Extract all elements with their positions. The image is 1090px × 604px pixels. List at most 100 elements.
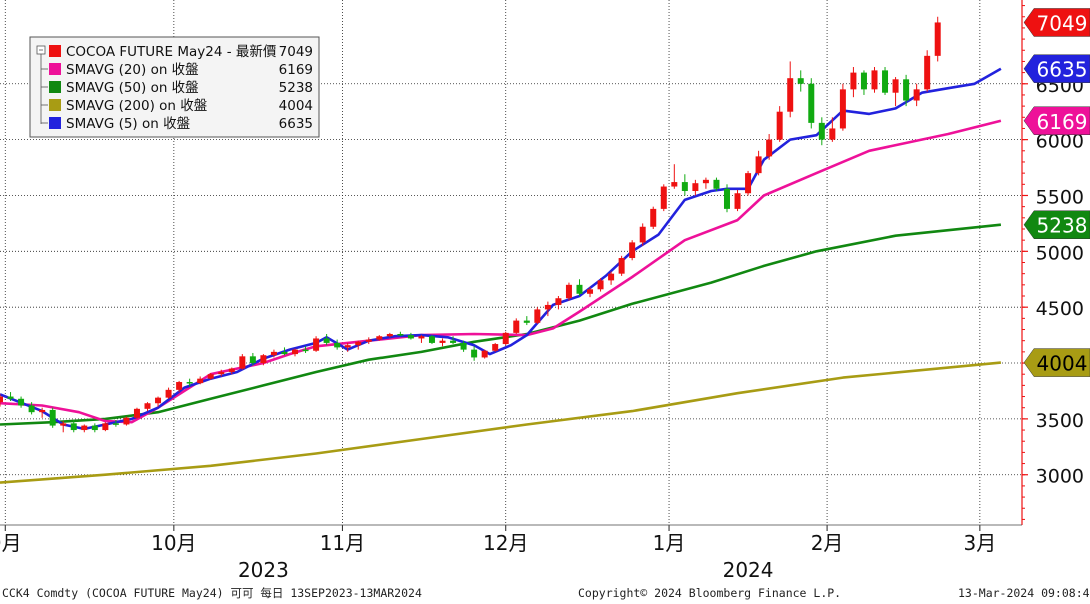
candle-body (629, 242, 636, 259)
price-tick-label: 3000 (1036, 466, 1084, 488)
candle-body (766, 139, 773, 157)
candle-body (418, 336, 425, 339)
candle-body (28, 405, 35, 413)
candle-body (281, 351, 288, 355)
candle-body (302, 349, 309, 352)
candlesticks (0, 16, 941, 433)
candle-body (355, 341, 362, 346)
candle-body (745, 173, 752, 194)
series-line (0, 361, 1002, 484)
candle-body (439, 340, 446, 343)
candle-body (270, 351, 277, 356)
candle-body (913, 89, 920, 101)
candle-body (471, 349, 478, 358)
candle-body (808, 83, 815, 123)
month-label: 12月 (483, 531, 528, 555)
legend-label: SMAVG (50) on 收盤 (66, 80, 199, 96)
candle-body (776, 111, 783, 140)
legend-label: COCOA FUTURE May24 - 最新價 (66, 44, 277, 60)
legend-value: 4004 (279, 98, 313, 114)
month-label: 1月 (653, 531, 686, 555)
candle-body (903, 79, 910, 101)
value-tag (1023, 348, 1090, 377)
month-label: 9月 (0, 531, 22, 555)
value-tag-label: 7049 (1037, 11, 1088, 35)
candle-body (650, 208, 657, 227)
legend-background (29, 36, 320, 138)
value-tag-label: 5238 (1037, 214, 1088, 238)
candle-body (492, 344, 499, 351)
candle-body (49, 409, 56, 426)
legend-swatch (49, 45, 61, 57)
series-line (0, 223, 1002, 426)
candle-body (681, 182, 688, 192)
value-tag (1023, 54, 1090, 83)
legend-label: SMAVG (5) on 收盤 (66, 116, 191, 132)
legend-value: 7049 (279, 44, 313, 60)
candle-body (576, 284, 583, 294)
candle-body (165, 389, 172, 398)
last-value-tags: 7049 6635 6169 5238 4004 (1023, 8, 1090, 377)
candle-body (481, 350, 488, 358)
candle-body (334, 342, 341, 348)
candle-body (829, 128, 836, 140)
candle-body (176, 382, 183, 390)
month-label: 11月 (320, 531, 365, 555)
candle-body (0, 396, 3, 403)
candle-body (155, 397, 162, 404)
legend-value: 6635 (279, 116, 313, 132)
candle-body (197, 378, 204, 384)
candle-body (818, 122, 825, 140)
legend-swatch (49, 117, 61, 129)
candle-body (112, 423, 119, 425)
value-tag-label: 4004 (1037, 352, 1088, 376)
candle-body (450, 340, 457, 343)
legend-value: 5238 (279, 80, 313, 96)
candle-body (144, 403, 151, 409)
candle-body (850, 72, 857, 90)
price-tick-label: 5500 (1036, 186, 1084, 208)
candle-body (313, 338, 320, 351)
candle-body (18, 398, 25, 406)
candle-body (123, 417, 130, 425)
year-label: 2024 (723, 558, 774, 582)
candle-body (565, 284, 572, 299)
candle-body (91, 425, 98, 431)
candle-body (892, 79, 899, 93)
candle-body (871, 70, 878, 90)
candle-body (639, 226, 646, 243)
candle-body (186, 382, 193, 384)
candle-body (386, 333, 393, 337)
month-label: 2月 (811, 531, 844, 555)
candle-body (344, 345, 351, 348)
candle-body (81, 425, 88, 431)
candle-body (702, 179, 709, 184)
value-tag (1023, 106, 1090, 135)
candle-body (70, 423, 77, 431)
legend-label: SMAVG (200) on 收盤 (66, 98, 208, 114)
candle-body (618, 258, 625, 274)
month-labels: 9月 10月 11月 12月 1月 2月 3月 (0, 524, 1022, 555)
candle-body (376, 336, 383, 340)
candle-body (671, 182, 678, 187)
candle-body (513, 320, 520, 333)
candle-body (228, 368, 235, 372)
legend-box[interactable]: COCOA FUTURE May24 - 最新價 7049 SMAVG (20) o… (29, 36, 320, 138)
legend-swatch (49, 81, 61, 93)
year-label: 2023 (238, 558, 289, 582)
candle-body (102, 423, 109, 431)
price-tick-label: 5000 (1036, 242, 1084, 264)
candle-body (587, 289, 594, 294)
candle-body (502, 332, 509, 345)
candle-body (555, 298, 562, 305)
candle-body (597, 280, 604, 290)
candle-body (797, 78, 804, 84)
candle-body (207, 374, 214, 379)
month-label: 3月 (963, 531, 996, 555)
price-tick-label: 6000 (1036, 131, 1084, 153)
candle-body (407, 335, 414, 339)
candle-body (39, 409, 46, 413)
footer-timestamp: 13-Mar-2024 09:08:40 (958, 586, 1090, 600)
candle-body (608, 273, 615, 281)
